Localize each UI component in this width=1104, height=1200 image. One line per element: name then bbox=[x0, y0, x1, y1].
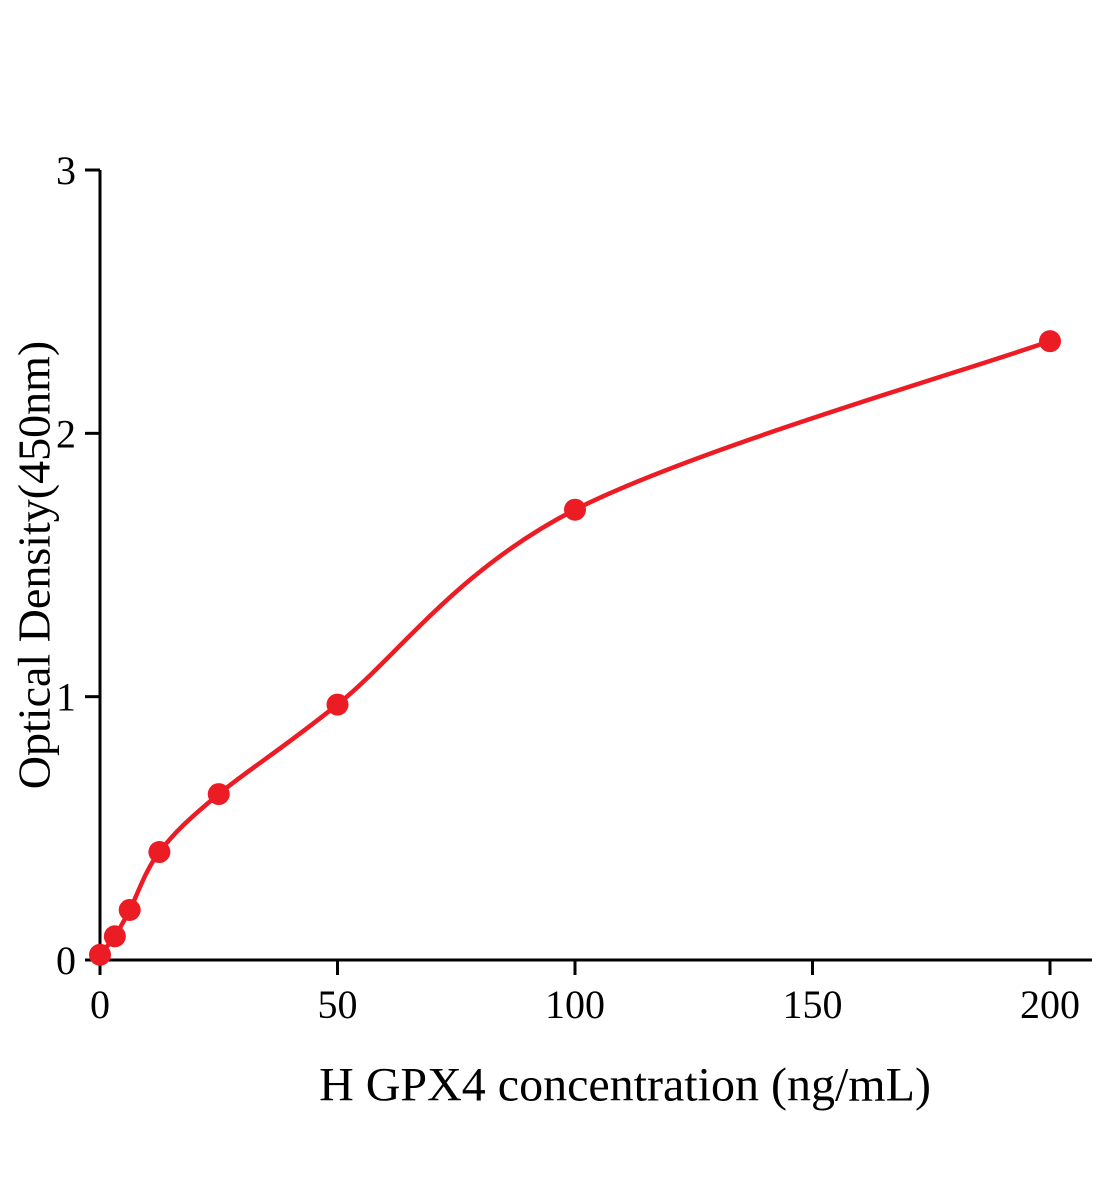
data-point bbox=[326, 693, 349, 716]
x-tick-label: 150 bbox=[783, 982, 843, 1027]
y-tick-label: 0 bbox=[56, 938, 76, 983]
x-tick-label: 0 bbox=[90, 982, 110, 1027]
y-tick-label: 3 bbox=[56, 148, 76, 193]
x-tick-label: 50 bbox=[318, 982, 358, 1027]
data-point bbox=[148, 841, 171, 864]
x-axis-label: H GPX4 concentration (ng/mL) bbox=[319, 1058, 931, 1112]
data-point bbox=[1039, 330, 1061, 353]
y-tick-label: 1 bbox=[56, 675, 76, 720]
data-point bbox=[89, 943, 111, 966]
data-point bbox=[118, 898, 141, 921]
data-point bbox=[103, 925, 126, 948]
data-point bbox=[564, 498, 586, 521]
x-tick-label: 200 bbox=[1020, 982, 1080, 1027]
x-tick-label: 100 bbox=[545, 982, 605, 1027]
data-point bbox=[207, 783, 230, 806]
y-tick-label: 2 bbox=[56, 411, 76, 456]
fit-curve bbox=[97, 338, 1053, 957]
